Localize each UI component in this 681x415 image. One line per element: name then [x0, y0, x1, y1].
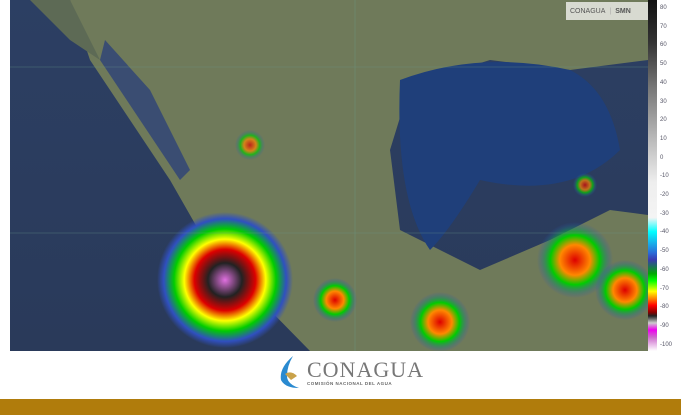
satellite-map: CONAGUA | SMN	[10, 0, 648, 351]
header-logos: CONAGUA | SMN	[566, 2, 648, 20]
footer-bar	[0, 399, 681, 415]
colorbar-tick: -70	[660, 285, 669, 292]
logo-name: CONAGUA	[307, 356, 424, 382]
colorbar-tick: 40	[660, 79, 667, 86]
temperature-colorbar	[648, 0, 657, 351]
colorbar-tick: -100	[660, 341, 673, 348]
colorbar-tick: -40	[660, 229, 669, 236]
satellite-imagery	[10, 0, 648, 351]
colorbar-tick: 50	[660, 61, 667, 68]
conagua-logo-small: CONAGUA	[570, 7, 606, 15]
colorbar-tick: 80	[660, 5, 667, 11]
colorbar-tick: 0	[660, 154, 664, 161]
colorbar-tick: -90	[660, 322, 669, 329]
colorbar-tick: -50	[660, 248, 669, 255]
smn-logo: SMN	[615, 7, 631, 15]
colorbar-tick: 20	[660, 117, 667, 124]
colorbar-tick: -10	[660, 173, 669, 180]
colorbar-tick: 10	[660, 135, 667, 142]
colorbar-tick: -20	[660, 192, 669, 198]
conagua-wave-icon	[280, 356, 299, 388]
colorbar-tick: -30	[660, 210, 669, 217]
colorbar-tick: 30	[660, 98, 667, 105]
logo-subtitle: COMISIÓN NACIONAL DEL AGUA	[307, 380, 393, 386]
colorbar-tick: -80	[660, 304, 669, 311]
colorbar-tick: 70	[660, 23, 667, 30]
colorbar-tick: 60	[660, 42, 667, 49]
colorbar-tick: -60	[660, 266, 669, 273]
conagua-footer-logo: CONAGUA COMISIÓN NACIONAL DEL AGUA	[275, 354, 424, 390]
